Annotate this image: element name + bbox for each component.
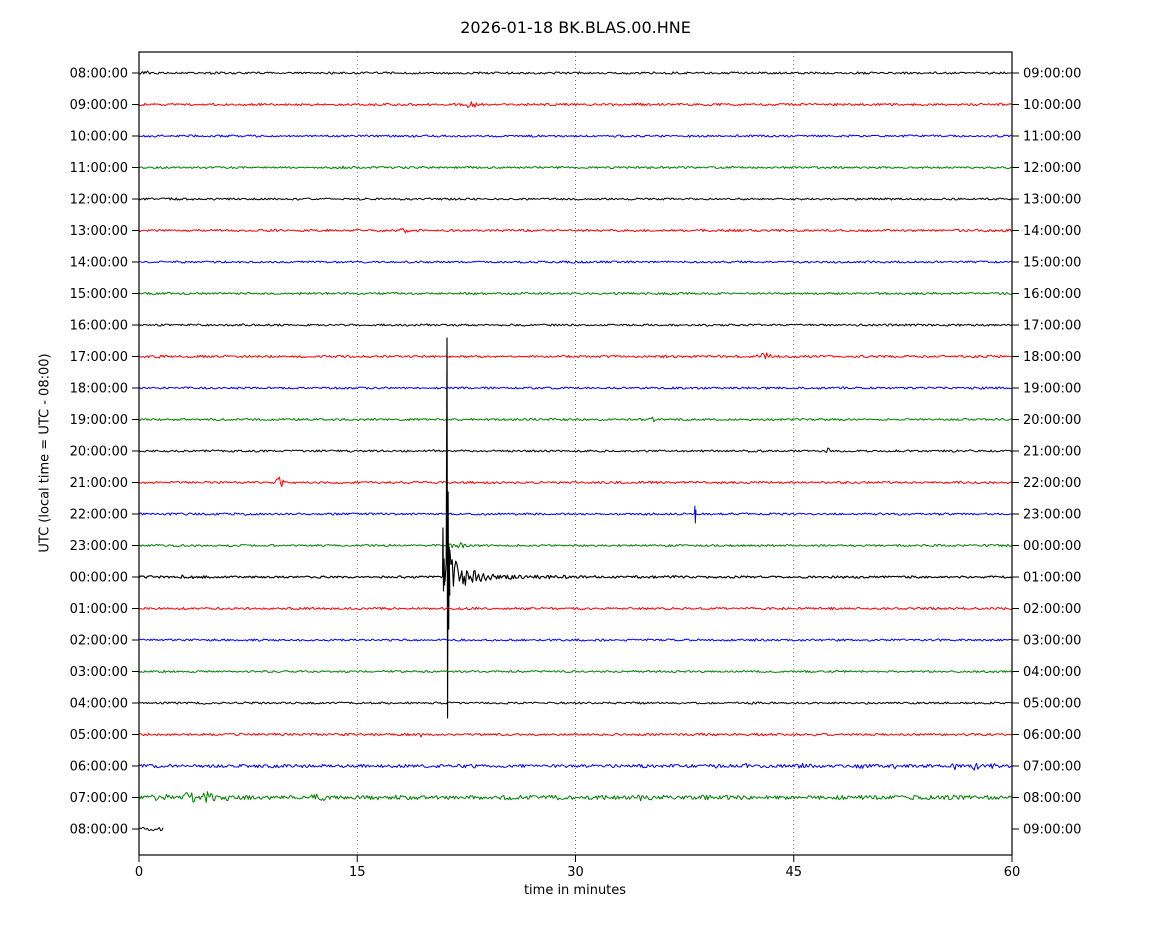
trace-row-12:00:00 bbox=[138, 197, 1012, 201]
left-tick-label: 23:00:00 bbox=[70, 539, 128, 554]
trace-row-13:00:00 bbox=[138, 227, 1012, 234]
left-tick-label: 19:00:00 bbox=[70, 413, 128, 428]
right-tick-label: 00:00:00 bbox=[1023, 539, 1081, 554]
right-tick-label: 14:00:00 bbox=[1023, 224, 1081, 239]
trace-row-00:00:00 bbox=[138, 337, 1012, 719]
trace-row-11:00:00 bbox=[138, 165, 1012, 170]
plot-frame bbox=[138, 51, 1013, 856]
right-tick-label: 11:00:00 bbox=[1023, 130, 1081, 145]
trace-row-05:00:00 bbox=[138, 732, 1012, 738]
trace-row-23:00:00 bbox=[138, 542, 1012, 549]
trace-row-17:00:00 bbox=[138, 352, 1012, 360]
x-axis-label: time in minutes bbox=[523, 883, 627, 898]
left-tick-label: 14:00:00 bbox=[70, 256, 128, 271]
plot-title: 2026-01-18 BK.BLAS.00.HNE bbox=[460, 18, 691, 37]
trace-row-21:00:00 bbox=[138, 476, 1012, 487]
right-tick-label: 16:00:00 bbox=[1023, 287, 1081, 302]
trace-row-08:00:00 bbox=[138, 826, 164, 832]
left-tick-label: 07:00:00 bbox=[70, 791, 128, 806]
left-tick-label: 12:00:00 bbox=[70, 193, 128, 208]
left-tick-label: 04:00:00 bbox=[70, 697, 128, 712]
trace-row-20:00:00 bbox=[138, 447, 1012, 453]
right-tick-label: 12:00:00 bbox=[1023, 161, 1081, 176]
x-tick-label: 0 bbox=[135, 865, 143, 880]
x-tick-label: 60 bbox=[1004, 865, 1021, 880]
right-tick-label: 15:00:00 bbox=[1023, 256, 1081, 271]
left-tick-label: 18:00:00 bbox=[70, 382, 128, 397]
trace-row-03:00:00 bbox=[138, 669, 1012, 674]
left-tick-label: 22:00:00 bbox=[70, 508, 128, 523]
right-tick-label: 03:00:00 bbox=[1023, 634, 1081, 649]
left-tick-label: 16:00:00 bbox=[70, 319, 128, 334]
left-tick-label: 03:00:00 bbox=[70, 665, 128, 680]
left-tick-label: 20:00:00 bbox=[70, 445, 128, 460]
trace-row-08:00:00 bbox=[138, 70, 1012, 75]
trace-row-14:00:00 bbox=[138, 260, 1012, 264]
left-tick-label: 01:00:00 bbox=[70, 602, 128, 617]
right-tick-label: 01:00:00 bbox=[1023, 571, 1081, 586]
trace-row-07:00:00 bbox=[138, 791, 1012, 803]
left-tick-label: 13:00:00 bbox=[70, 224, 128, 239]
right-tick-label: 07:00:00 bbox=[1023, 760, 1081, 775]
left-tick-label: 21:00:00 bbox=[70, 476, 128, 491]
trace-row-18:00:00 bbox=[138, 386, 1012, 390]
trace-row-19:00:00 bbox=[138, 416, 1012, 423]
trace-row-01:00:00 bbox=[138, 606, 1012, 611]
right-tick-label: 20:00:00 bbox=[1023, 413, 1081, 428]
right-tick-label: 19:00:00 bbox=[1023, 382, 1081, 397]
trace-row-06:00:00 bbox=[138, 762, 1012, 771]
x-tick-label: 45 bbox=[785, 865, 802, 880]
x-tick-label: 15 bbox=[349, 865, 366, 880]
right-tick-label: 09:00:00 bbox=[1023, 823, 1081, 838]
trace-row-04:00:00 bbox=[138, 701, 1012, 705]
left-tick-label: 10:00:00 bbox=[70, 130, 128, 145]
left-tick-label: 17:00:00 bbox=[70, 350, 128, 365]
trace-row-22:00:00 bbox=[138, 505, 1012, 524]
right-tick-label: 13:00:00 bbox=[1023, 193, 1081, 208]
right-tick-label: 08:00:00 bbox=[1023, 791, 1081, 806]
trace-row-02:00:00 bbox=[138, 638, 1012, 642]
left-tick-label: 00:00:00 bbox=[70, 571, 128, 586]
trace-row-16:00:00 bbox=[138, 323, 1012, 327]
right-tick-label: 04:00:00 bbox=[1023, 665, 1081, 680]
trace-row-15:00:00 bbox=[138, 291, 1012, 296]
right-tick-label: 22:00:00 bbox=[1023, 476, 1081, 491]
left-tick-label: 08:00:00 bbox=[70, 823, 128, 838]
right-tick-label: 18:00:00 bbox=[1023, 350, 1081, 365]
left-tick-label: 11:00:00 bbox=[70, 161, 128, 176]
right-tick-label: 05:00:00 bbox=[1023, 697, 1081, 712]
x-tick-label: 30 bbox=[567, 865, 584, 880]
left-tick-label: 09:00:00 bbox=[70, 98, 128, 113]
left-tick-label: 02:00:00 bbox=[70, 634, 128, 649]
trace-row-10:00:00 bbox=[138, 134, 1012, 138]
left-tick-label: 05:00:00 bbox=[70, 728, 128, 743]
right-tick-label: 06:00:00 bbox=[1023, 728, 1081, 743]
right-tick-label: 23:00:00 bbox=[1023, 508, 1081, 523]
left-tick-label: 08:00:00 bbox=[70, 67, 128, 82]
right-tick-label: 21:00:00 bbox=[1023, 445, 1081, 460]
right-tick-label: 17:00:00 bbox=[1023, 319, 1081, 334]
right-tick-label: 09:00:00 bbox=[1023, 67, 1081, 82]
right-tick-label: 10:00:00 bbox=[1023, 98, 1081, 113]
trace-row-09:00:00 bbox=[138, 101, 1012, 109]
left-tick-label: 15:00:00 bbox=[70, 287, 128, 302]
right-tick-label: 02:00:00 bbox=[1023, 602, 1081, 617]
left-tick-label: 06:00:00 bbox=[70, 760, 128, 775]
